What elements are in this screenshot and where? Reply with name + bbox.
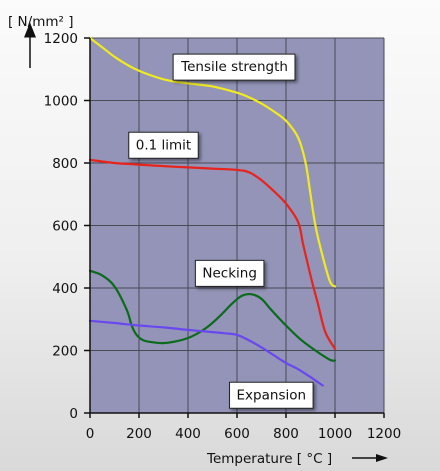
- y-tick-label: 1000: [44, 94, 78, 110]
- x-axis-title: Temperature [ °C ]: [206, 451, 332, 467]
- x-tick-label: 1000: [318, 426, 352, 442]
- x-axis-arrow-icon: [352, 454, 388, 462]
- y-tick-label: 600: [52, 219, 78, 235]
- tick-labels: 0 200 400 600 800 1000 1200 0 200 400 600 800 1000 12…: [44, 31, 402, 442]
- series-line-tensile-strength: [88, 36, 337, 288]
- callout-box: [194, 259, 265, 287]
- callout-label: Necking: [194, 259, 265, 287]
- series-line-expansion: [88, 319, 324, 387]
- callout-label: 0.1 limit: [128, 131, 199, 159]
- callout-text: 0.1 limit: [136, 137, 191, 153]
- y-tick-label: 1200: [44, 31, 78, 47]
- x-tick-label: 1200: [367, 426, 401, 442]
- callout-label: Expansion: [229, 381, 314, 409]
- series-line-necking: [88, 269, 337, 362]
- y-tick-label: 800: [52, 156, 78, 172]
- callout-text: Necking: [202, 265, 257, 281]
- y-tick-label: 200: [52, 344, 78, 360]
- callout-label: Tensile strength: [172, 53, 296, 81]
- x-tick-label: 600: [224, 426, 250, 442]
- y-axis-title: [ N/mm² ]: [8, 14, 73, 30]
- data-series: [88, 36, 337, 387]
- callout-text: Expansion: [237, 387, 307, 403]
- callout-text: Tensile strength: [180, 59, 288, 75]
- x-tick-label: 200: [126, 426, 152, 442]
- x-tick-label: 800: [273, 426, 299, 442]
- series-line-0-1-limit: [88, 158, 337, 350]
- y-tick-label: 0: [69, 406, 78, 422]
- series-callouts: Tensile strength 0.1 limit Necking Expansio…: [128, 53, 314, 409]
- x-tick-label: 400: [175, 426, 201, 442]
- callout-box: [229, 381, 314, 409]
- callout-box: [172, 53, 296, 81]
- x-tick-label: 0: [86, 426, 95, 442]
- axes: [84, 37, 385, 418]
- callout-box: [128, 131, 199, 159]
- y-tick-label: 400: [52, 281, 78, 297]
